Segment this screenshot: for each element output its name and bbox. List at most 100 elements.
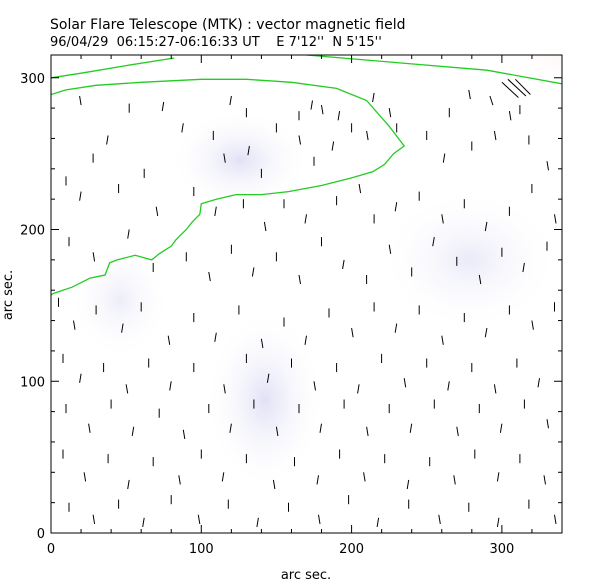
field-vector-95 xyxy=(351,328,354,338)
field-vector-53 xyxy=(394,202,398,212)
field-vector-144 xyxy=(456,426,459,436)
field-vector-124 xyxy=(493,384,497,394)
field-vector-186 xyxy=(496,517,500,527)
field-vector-23 xyxy=(181,123,184,133)
field-vector-120 xyxy=(403,378,407,388)
field-vector-128 xyxy=(88,423,91,433)
field-vector-19 xyxy=(515,78,531,95)
field-vector-112 xyxy=(223,384,226,394)
field-vector-57 xyxy=(484,221,488,232)
field-vector-166 xyxy=(453,475,456,485)
field-vector-18 xyxy=(507,78,527,97)
field-vector-10 xyxy=(388,108,392,118)
field-vector-8 xyxy=(337,111,341,121)
field-vector-39 xyxy=(546,161,549,171)
field-vector-142 xyxy=(409,423,413,433)
field-background xyxy=(70,55,562,490)
field-vector-21 xyxy=(106,135,109,145)
field-vector-174 xyxy=(142,517,145,527)
contour-line-1 xyxy=(51,57,175,79)
field-vector-60 xyxy=(554,214,557,224)
field-vector-25 xyxy=(223,153,226,163)
chart-title: Solar Flare Telescope (MTK) : vector mag… xyxy=(50,17,406,33)
field-vector-49 xyxy=(304,214,307,224)
field-vector-83 xyxy=(73,320,76,330)
field-vector-26 xyxy=(247,145,250,156)
field-vector-150 xyxy=(83,472,87,482)
field-vector-87 xyxy=(167,335,171,345)
field-vector-176 xyxy=(197,514,201,524)
field-vector-156 xyxy=(221,472,225,482)
field-vector-162 xyxy=(363,472,366,482)
field-vector-122 xyxy=(447,381,450,391)
field-vector-47 xyxy=(263,221,267,232)
field-vector-29 xyxy=(298,135,301,145)
field-vector-106 xyxy=(79,373,82,383)
field-vector-154 xyxy=(178,475,181,485)
y-tick-label-100: 100 xyxy=(20,375,45,390)
field-vector-66 xyxy=(208,271,211,282)
field-vector-13 xyxy=(468,89,471,100)
field-vector-158 xyxy=(272,479,276,490)
chart-subtitle: 96/04/29 06:15:27-06:16:33 UT E 7'12'' N… xyxy=(50,35,382,50)
field-vector-17 xyxy=(501,81,519,98)
field-vector-15 xyxy=(508,111,512,121)
field-vector-172 xyxy=(92,514,96,524)
field-vector-51 xyxy=(358,183,362,194)
y-axis-label: arc sec. xyxy=(1,270,16,320)
field-vector-136 xyxy=(275,426,279,436)
field-vector-63 xyxy=(127,229,130,239)
field-vector-35 xyxy=(442,153,446,163)
field-vector-70 xyxy=(298,274,301,285)
x-axis-label: arc sec. xyxy=(281,568,331,583)
field-vector-132 xyxy=(182,429,186,439)
field-vector-6 xyxy=(310,100,313,110)
field-vector-68 xyxy=(251,267,255,277)
y-tick-label-200: 200 xyxy=(20,224,45,239)
field-vector-55 xyxy=(441,214,444,224)
field-vector-85 xyxy=(121,323,124,333)
field-vector-72 xyxy=(342,259,345,270)
field-vector-74 xyxy=(388,244,392,254)
field-vector-130 xyxy=(131,426,135,436)
x-tick-label-300: 300 xyxy=(489,542,514,557)
field-vector-118 xyxy=(357,384,360,394)
field-vector-80 xyxy=(522,262,525,273)
field-vector-3 xyxy=(229,95,232,106)
field-vector-31 xyxy=(331,141,335,151)
field-vector-168 xyxy=(496,472,500,482)
field-vector-110 xyxy=(169,381,172,391)
field-vector-76 xyxy=(432,237,435,247)
field-vector-108 xyxy=(125,384,129,394)
field-vector-97 xyxy=(394,323,398,333)
field-vector-148 xyxy=(546,419,549,429)
field-vector-0 xyxy=(79,95,82,106)
field-vector-62 xyxy=(92,252,96,262)
field-vector-134 xyxy=(229,423,232,433)
field-vector-45 xyxy=(214,206,217,216)
field-vector-170 xyxy=(543,475,546,485)
field-vector-78 xyxy=(478,274,482,285)
field-vector-43 xyxy=(155,206,159,216)
field-vector-33 xyxy=(366,130,369,141)
y-tick-label-300: 300 xyxy=(20,72,45,87)
field-vector-7 xyxy=(321,105,324,115)
axis-ticks: 0 100 200 300 0 100 200 300 xyxy=(20,55,563,557)
field-vector-91 xyxy=(260,338,264,348)
field-vector-9 xyxy=(372,92,375,103)
field-vector-114 xyxy=(266,373,270,383)
field-vector-116 xyxy=(313,381,316,391)
x-tick-label-200: 200 xyxy=(339,542,364,557)
field-vector-146 xyxy=(499,423,503,433)
field-vector-2 xyxy=(161,101,165,112)
field-vector-188 xyxy=(554,514,557,524)
field-vector-99 xyxy=(441,335,444,345)
field-vector-180 xyxy=(318,514,321,524)
vector-layer xyxy=(58,78,557,527)
field-vector-138 xyxy=(319,423,322,433)
contour-line-0 xyxy=(51,78,406,296)
x-tick-label-100: 100 xyxy=(189,542,214,557)
field-vector-103 xyxy=(531,320,534,330)
field-vector-140 xyxy=(366,426,369,436)
